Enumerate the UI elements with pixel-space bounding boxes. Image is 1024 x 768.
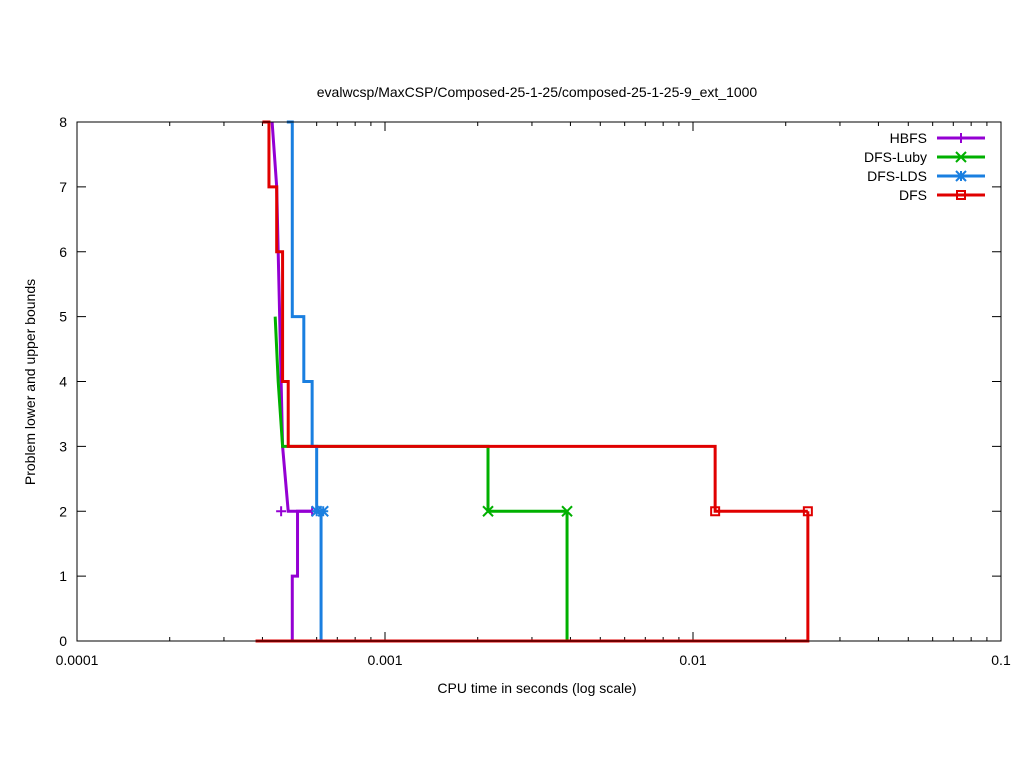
chart-title: evalwcsp/MaxCSP/Composed-25-1-25/compose…: [317, 84, 758, 100]
y-tick-label: 3: [59, 438, 67, 454]
x-tick-label: 0.0001: [56, 652, 99, 668]
y-tick-label: 1: [59, 568, 67, 584]
y-axis-label: Problem lower and upper bounds: [22, 279, 38, 485]
y-tick-label: 6: [59, 244, 67, 260]
plot-frame: [76, 121, 1002, 642]
legend-marker-hbfs: [956, 133, 966, 143]
y-tick-label: 7: [59, 179, 67, 195]
series-markers: [276, 505, 813, 517]
y-tick-label: 4: [59, 374, 67, 390]
series-lines: [255, 120, 810, 643]
y-tick-label: 5: [59, 309, 67, 325]
series-dfs-upper-line: [262, 120, 808, 513]
legend-marker-dfs-lds: [955, 170, 967, 182]
legend: HBFS DFS-Luby DFS-LDS DFS: [864, 130, 985, 203]
series-dfs-lds-marker: [317, 505, 329, 517]
legend-label-dfs-luby: DFS-Luby: [864, 149, 927, 165]
series-dfs-lower-line: [255, 511, 810, 643]
y-tick-label: 2: [59, 503, 67, 519]
legend-label-hbfs: HBFS: [890, 130, 927, 146]
series-dfs-luby-marker: [561, 505, 573, 517]
legend-label-dfs-lds: DFS-LDS: [867, 168, 927, 184]
x-tick-label: 0.01: [679, 652, 706, 668]
series-hbfs-marker: [276, 506, 287, 517]
series-dfs-luby-marker: [482, 505, 494, 517]
y-tick-label: 0: [59, 633, 67, 649]
x-tick-label: 0.001: [367, 652, 402, 668]
series-dfs-luby-lower-line: [265, 511, 569, 643]
series-hbfs-lower-line: [290, 509, 313, 641]
series-dfs-marker: [802, 506, 813, 517]
series-dfs-marker: [710, 506, 721, 517]
axis-ticks: 0 1 2 3 4 5 6 7 8 0.0001 0.001 0.01 0.1: [56, 114, 1011, 668]
series-dfs-lds-upper-line: [286, 120, 324, 513]
x-axis-label: CPU time in seconds (log scale): [437, 680, 636, 696]
legend-marker-dfs: [956, 190, 966, 200]
series-dfs-luby-upper-line: [273, 316, 568, 513]
x-tick-label: 0.1: [991, 652, 1011, 668]
legend-marker-dfs-luby: [955, 151, 967, 163]
legend-label-dfs: DFS: [899, 187, 927, 203]
y-tick-label: 8: [59, 114, 67, 130]
